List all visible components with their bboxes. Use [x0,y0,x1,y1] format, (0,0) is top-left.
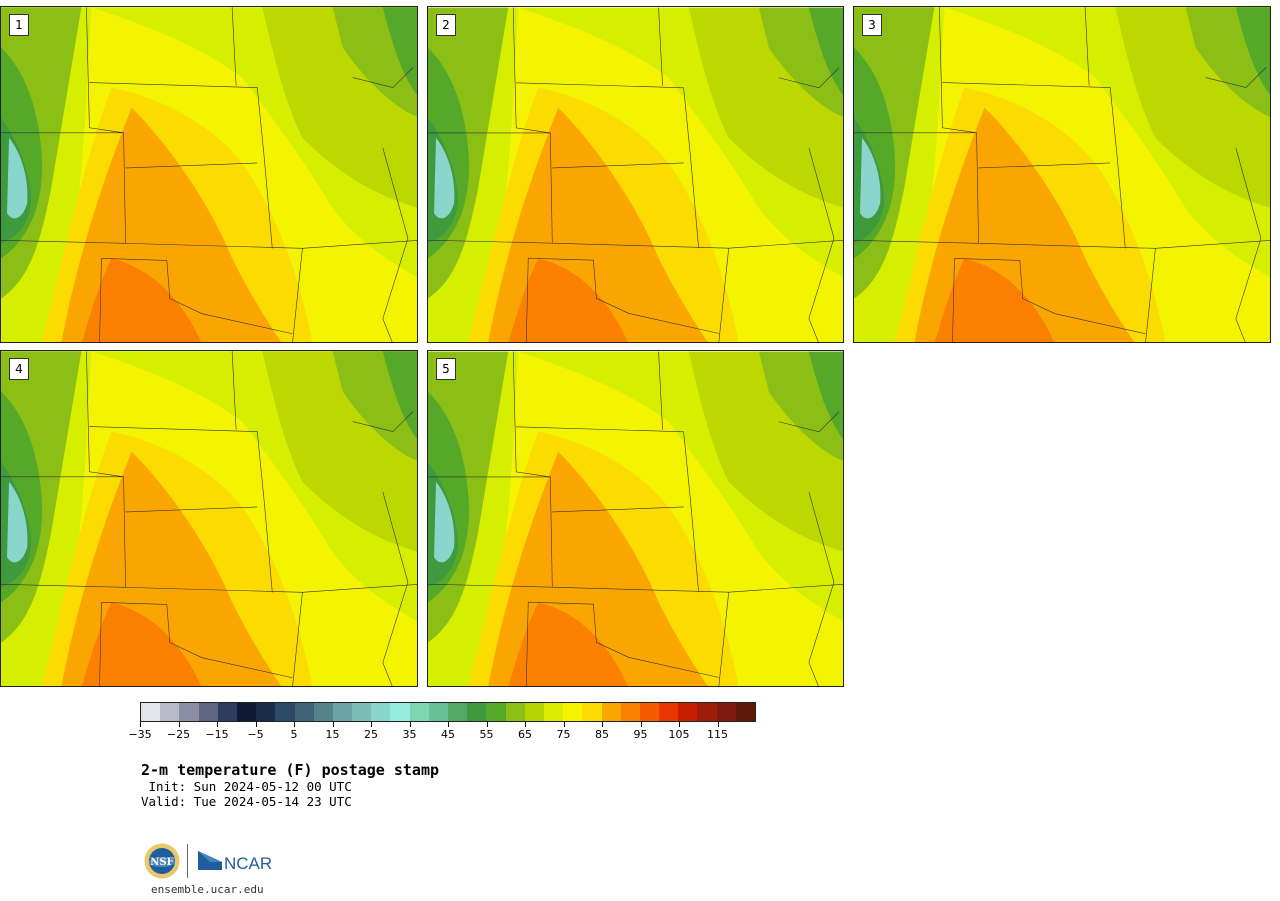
panel-number: 1 [9,14,29,36]
valid-time: Valid: Tue 2024-05-14 23 UTC [141,794,352,809]
colorbar-swatch [448,703,468,721]
colorbar-tick [448,722,449,727]
colorbar-swatch [467,703,487,721]
temperature-colorbar [140,702,756,722]
colorbar-tick [486,722,488,727]
colorbar-swatch [543,703,564,721]
colorbar-tick-label: −25 [166,728,191,741]
panel-number: 4 [9,358,29,380]
map-panel-1: 1 [0,6,418,343]
colorbar-swatch [275,703,295,721]
colorbar-swatch [198,703,218,721]
colorbar-tick-label: 25 [364,728,378,741]
map-panel-3: 3 [853,6,1271,343]
colorbar-swatch [563,703,583,721]
logo-divider [187,844,188,878]
map-panel-2: 2 [427,6,844,343]
colorbar-swatch [236,703,257,721]
colorbar-swatch [141,703,161,721]
colorbar-tick-label: 105 [668,728,690,741]
colorbar-tick-label: 55 [479,728,494,741]
plot-title: 2-m temperature (F) postage stamp [141,761,440,779]
colorbar-swatch [659,703,679,721]
colorbar-swatch [332,703,353,721]
colorbar-tick [717,722,719,727]
colorbar-tick-label: 85 [595,728,609,741]
svg-text:NCAR: NCAR [224,854,272,873]
colorbar-swatch [697,703,717,721]
colorbar-swatch [256,703,276,721]
colorbar-swatch [160,703,180,721]
colorbar-tick [178,722,180,727]
website-url[interactable]: ensemble.ucar.edu [151,883,264,896]
colorbar-tick-label: 115 [707,728,728,741]
colorbar-tick [409,722,411,727]
colorbar-tick-label: 65 [518,728,532,741]
colorbar-tick [140,722,141,727]
colorbar-swatch [409,703,429,721]
svg-text:NSF: NSF [150,857,173,868]
colorbar-swatch [352,703,372,721]
colorbar-tick [332,722,334,727]
ncar-logo-icon: NCAR [198,851,272,873]
map-panel-4: 4 [0,350,418,687]
colorbar-swatch [524,703,544,721]
colorbar-swatch [486,703,506,721]
colorbar-swatch [505,703,525,721]
colorbar-swatch [601,703,621,721]
colorbar-tick [640,722,642,727]
colorbar-swatch [390,703,410,721]
panel-number: 2 [436,14,456,36]
map-panel-5: 5 [427,350,844,687]
colorbar-swatch [371,703,391,721]
colorbar-tick [217,722,218,727]
colorbar-tick [525,722,526,727]
colorbar-swatch [179,703,199,721]
colorbar-tick-label: −5 [247,728,264,741]
init-time: Init: Sun 2024-05-12 00 UTC [141,779,352,794]
colorbar-swatch [294,703,314,721]
panel-number: 5 [436,358,456,380]
colorbar-swatch [217,703,237,721]
colorbar-tick-label: 15 [325,728,340,741]
colorbar-tick-label: −15 [205,728,229,741]
colorbar-swatch [678,703,698,721]
colorbar-swatch [639,703,660,721]
colorbar-tick-label: 35 [402,728,417,741]
nsf-logo-icon: NSF [144,843,180,879]
colorbar-swatch [716,703,736,721]
colorbar-swatch [735,703,755,721]
colorbar-tick [563,722,565,727]
colorbar-swatch [313,703,333,721]
colorbar-ticks: −35 −25 −15 −5 5 15 25 35 45 55 65 75 85 95 105 115 [128,722,756,742]
colorbar-swatch [620,703,640,721]
colorbar-tick [679,722,680,727]
colorbar-tick [371,722,372,727]
colorbar-tick [602,722,603,727]
colorbar-tick-label: 75 [556,728,571,741]
colorbar-swatch [582,703,602,721]
colorbar-tick-label: 5 [290,728,298,741]
colorbar-swatch [428,703,448,721]
colorbar-tick-label: 95 [633,728,648,741]
panel-number: 3 [862,14,882,36]
colorbar-tick [294,722,295,727]
colorbar-tick-label: 45 [441,728,455,741]
colorbar-tick [255,722,257,727]
colorbar-tick-label: −35 [128,728,152,741]
